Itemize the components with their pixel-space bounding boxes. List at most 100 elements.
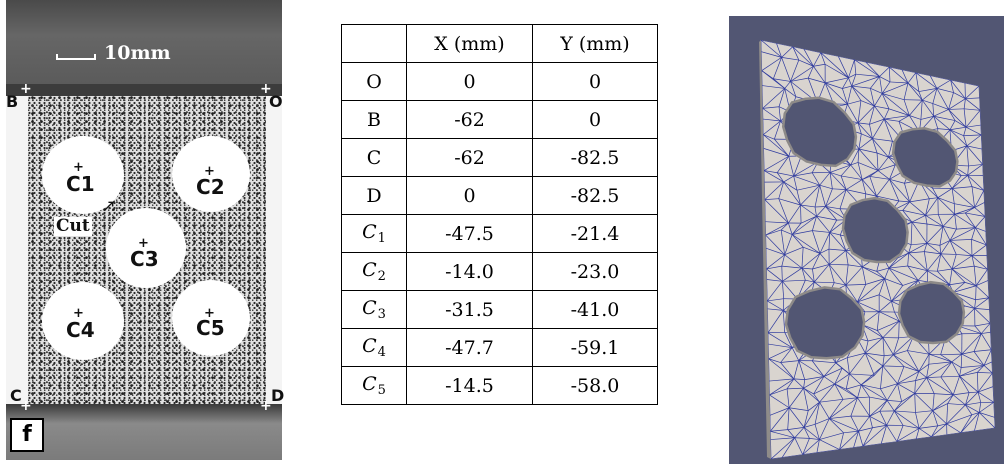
mesh-edge bbox=[761, 40, 782, 58]
mesh-edge bbox=[882, 354, 894, 367]
mesh-edge bbox=[803, 423, 816, 428]
mesh-edge bbox=[847, 352, 866, 358]
mesh-edge bbox=[978, 402, 982, 413]
mesh-edge bbox=[918, 428, 932, 438]
mesh-edge bbox=[925, 198, 930, 216]
mesh-edge bbox=[937, 197, 955, 215]
mesh-edge bbox=[814, 281, 835, 284]
mesh-edge bbox=[908, 251, 925, 254]
mesh-edge bbox=[811, 172, 820, 186]
mesh-edge bbox=[903, 82, 909, 100]
mesh-edge bbox=[929, 75, 938, 89]
mesh-edge bbox=[829, 418, 859, 432]
mesh-edge bbox=[793, 360, 800, 379]
mesh-edge bbox=[881, 81, 891, 94]
mesh-edge bbox=[762, 108, 781, 122]
mesh-edge bbox=[796, 190, 801, 206]
mesh-edge bbox=[845, 284, 858, 303]
mesh-edge bbox=[813, 376, 825, 395]
mesh-edge bbox=[803, 427, 810, 439]
mesh-edge bbox=[946, 403, 949, 424]
mesh-edge bbox=[939, 240, 951, 246]
mesh-edge bbox=[925, 197, 939, 216]
mesh-edge bbox=[926, 242, 940, 246]
mesh-edge bbox=[902, 210, 913, 223]
mesh-edge bbox=[809, 438, 820, 440]
mesh-edge bbox=[862, 176, 870, 180]
mesh-edge bbox=[956, 227, 976, 230]
mesh-edge bbox=[861, 179, 867, 194]
mesh-edge bbox=[814, 402, 820, 425]
mesh-edge bbox=[940, 353, 962, 356]
mesh-edge bbox=[975, 285, 990, 299]
mesh-edge bbox=[926, 226, 944, 244]
mesh-edge bbox=[891, 285, 904, 302]
mesh-edge bbox=[767, 298, 784, 302]
mesh-edge bbox=[857, 122, 862, 134]
mesh-edge bbox=[794, 437, 810, 439]
mesh-edge bbox=[865, 278, 885, 285]
x-value: -14.0 bbox=[406, 252, 533, 291]
mesh-edge bbox=[971, 239, 987, 246]
mesh-edge bbox=[854, 59, 857, 75]
y-value: -59.1 bbox=[532, 328, 658, 367]
mesh-edge bbox=[784, 246, 804, 256]
mesh-edge bbox=[845, 388, 858, 399]
hole-center-marker: + bbox=[138, 236, 149, 251]
mesh-edge bbox=[940, 375, 960, 378]
mesh-edge bbox=[951, 254, 957, 270]
mesh-edge bbox=[814, 206, 817, 217]
cut-label: Cut bbox=[54, 216, 92, 236]
mesh-edge bbox=[802, 438, 810, 455]
mesh-edge bbox=[889, 179, 900, 202]
mesh-edge bbox=[794, 427, 805, 438]
mesh-edge bbox=[781, 229, 793, 235]
mesh-edge bbox=[874, 105, 890, 110]
hole-label-c4: C4 bbox=[66, 318, 95, 342]
mesh-edge bbox=[781, 254, 785, 267]
mesh-edge bbox=[812, 264, 830, 270]
mesh-edge bbox=[869, 124, 873, 139]
scale-label: 10mm bbox=[104, 42, 171, 64]
mesh-edge bbox=[800, 204, 817, 217]
mesh-edge bbox=[884, 278, 892, 302]
mesh-edge bbox=[917, 270, 928, 281]
x-value: -47.7 bbox=[406, 328, 533, 367]
mesh-edge bbox=[989, 309, 991, 324]
mesh-edge bbox=[937, 270, 950, 285]
mesh-edge bbox=[790, 65, 814, 82]
mesh-edge bbox=[918, 88, 937, 92]
mesh-edge bbox=[825, 206, 847, 220]
mesh-edge bbox=[894, 401, 902, 412]
mesh-edge bbox=[851, 74, 857, 87]
mesh-edge bbox=[951, 175, 962, 189]
mesh-edge bbox=[889, 66, 909, 84]
mesh-edge bbox=[851, 76, 880, 87]
mesh-edge bbox=[959, 365, 985, 377]
mesh-edge bbox=[876, 152, 889, 158]
mesh-edge bbox=[829, 219, 838, 233]
mesh-edge bbox=[850, 148, 860, 166]
mesh-edge bbox=[893, 337, 900, 355]
mesh-edge bbox=[965, 110, 981, 128]
mesh-edge bbox=[904, 183, 910, 202]
mesh-edge bbox=[948, 109, 967, 128]
mesh-edge bbox=[776, 156, 790, 173]
mesh-edge bbox=[813, 63, 826, 67]
mesh-edge bbox=[846, 189, 866, 195]
mesh-edge bbox=[907, 350, 920, 372]
mesh-edge bbox=[764, 170, 778, 174]
mesh-edge bbox=[858, 427, 873, 432]
mesh-hole bbox=[841, 196, 909, 264]
mesh-edge bbox=[950, 79, 954, 93]
mesh-edge bbox=[953, 282, 966, 293]
mesh-edge bbox=[926, 361, 953, 378]
mesh-edge bbox=[857, 284, 867, 303]
mesh-edge bbox=[953, 292, 976, 301]
mesh-edge bbox=[918, 371, 927, 378]
mesh-edge bbox=[942, 226, 951, 241]
mesh-edge bbox=[923, 251, 928, 271]
hole-center-marker: + bbox=[73, 160, 84, 175]
mesh-edge bbox=[816, 439, 820, 453]
mesh-edge bbox=[882, 355, 885, 366]
